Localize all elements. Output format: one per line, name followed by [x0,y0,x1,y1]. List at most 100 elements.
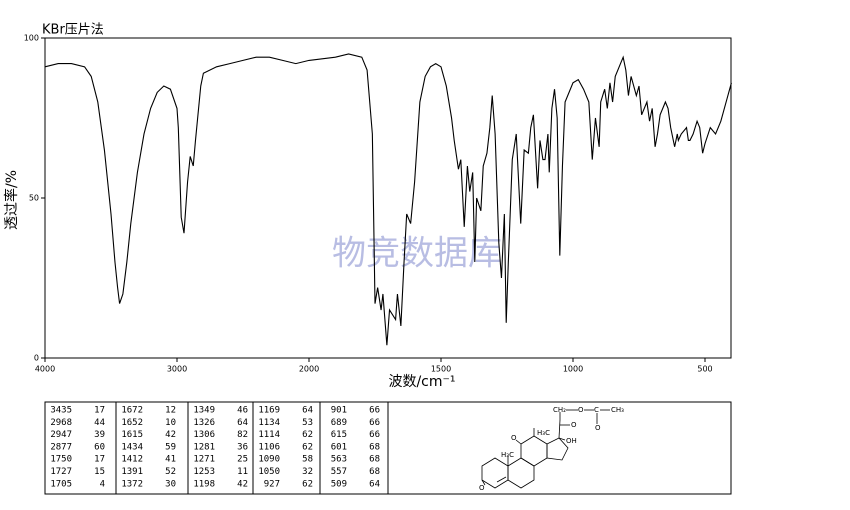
peak-transmittance: 10 [165,418,176,428]
ring-b [507,457,535,489]
atom-label: CH₂ [553,406,566,414]
atom-label: O [511,434,517,442]
peak-wavenumber: 1198 [193,479,215,489]
peak-transmittance: 12 [165,406,176,416]
bond [481,479,486,486]
peak-transmittance: 62 [302,430,313,440]
peak-transmittance: 36 [237,442,248,452]
peak-transmittance: 62 [302,479,313,489]
peak-wavenumber: 1705 [50,479,72,489]
atom-label: O [578,406,584,414]
peak-transmittance: 25 [237,455,248,465]
peak-transmittance: 66 [369,430,380,440]
peak-wavenumber: 563 [331,455,347,465]
spectrum-line [44,53,732,346]
peak-wavenumber: 509 [331,479,347,489]
x-tick-label: 500 [697,365,712,374]
y-axis-label: 透过率/% [3,170,20,230]
peak-transmittance: 15 [94,467,105,477]
atom-label: C [594,406,599,414]
structure-labels: CH₂ O C CH₃ O O H₃C OH H₃C O O [479,406,624,492]
ring-c [520,435,548,467]
table-dividers [115,402,389,494]
peak-transmittance: 64 [369,479,380,489]
chart-title: KBr压片法 [42,23,104,38]
peak-wavenumber: 2877 [50,442,72,452]
peak-wavenumber: 1090 [258,455,280,465]
atom-label: H₃C [501,451,514,459]
peak-transmittance: 4 [100,479,105,489]
peak-transmittance: 11 [237,467,248,477]
peak-transmittance: 82 [237,430,248,440]
atom-label: O [595,424,601,432]
peak-wavenumber: 1134 [258,418,280,428]
peak-wavenumber: 927 [264,479,280,489]
peak-wavenumber: 601 [331,442,347,452]
y-tick-label: 50 [29,194,39,203]
peak-wavenumber: 1391 [121,467,143,477]
peak-wavenumber: 1271 [193,455,215,465]
peak-wavenumber: 3435 [50,406,72,416]
watermark: 物竞数据库 [332,234,502,274]
peak-wavenumber: 1349 [193,406,215,416]
peak-wavenumber: 615 [331,430,347,440]
peak-transmittance: 64 [302,406,313,416]
peak-wavenumber: 2968 [50,418,72,428]
peak-transmittance: 42 [165,430,176,440]
peak-transmittance: 68 [369,455,380,465]
x-tick-label: 3000 [167,365,187,374]
peak-transmittance: 53 [302,418,313,428]
x-tick-label: 2000 [299,365,319,374]
x-tick-label: 4000 [35,365,55,374]
atom-label: O [571,421,577,429]
peak-wavenumber: 1050 [258,467,280,477]
atom-label: OH [566,437,577,445]
peak-wavenumber: 901 [331,406,347,416]
peak-transmittance: 32 [302,467,313,477]
peak-wavenumber: 1253 [193,467,215,477]
peak-wavenumber: 2947 [50,430,72,440]
bond [558,419,561,439]
peak-wavenumber: 1372 [121,479,143,489]
peak-transmittance: 39 [94,430,105,440]
y-tick-label: 100 [24,34,39,43]
peak-transmittance: 44 [94,418,105,428]
peak-transmittance: 17 [94,455,105,465]
peak-wavenumber: 1672 [121,406,143,416]
peak-transmittance: 66 [369,418,380,428]
y-tick-label: 0 [34,354,39,363]
plot-frame [44,37,732,359]
x-axis-label: 波数/cm⁻¹ [388,374,455,390]
peak-transmittance: 68 [369,442,380,452]
peak-wavenumber: 1750 [50,455,72,465]
structure [481,409,610,489]
peak-transmittance: 68 [369,467,380,477]
peak-transmittance: 30 [165,479,176,489]
bond [558,437,566,441]
ring-a [481,457,509,489]
atom-label: O [479,484,485,492]
atom-label: CH₃ [611,406,624,414]
peak-wavenumber: 1727 [50,467,72,477]
peak-transmittance: 60 [94,442,105,452]
peak-wavenumber: 1434 [121,442,143,452]
peak-wavenumber: 557 [331,467,347,477]
x-tick-label: 1500 [431,365,451,374]
double-bond [496,476,507,483]
peak-transmittance: 52 [165,467,176,477]
peak-transmittance: 17 [94,406,105,416]
peak-wavenumber: 1412 [121,455,143,465]
peak-wavenumber: 1106 [258,442,280,452]
peak-wavenumber: 1169 [258,406,280,416]
peak-wavenumber: 1114 [258,430,280,440]
peak-transmittance: 62 [302,442,313,452]
peak-transmittance: 46 [237,406,248,416]
peak-wavenumber: 1306 [193,430,215,440]
peak-transmittance: 41 [165,455,176,465]
peak-wavenumber: 1326 [193,418,215,428]
x-tick-label: 1000 [563,365,583,374]
peak-transmittance: 59 [165,442,176,452]
atom-label: H₃C [537,429,550,437]
bond [515,439,522,445]
